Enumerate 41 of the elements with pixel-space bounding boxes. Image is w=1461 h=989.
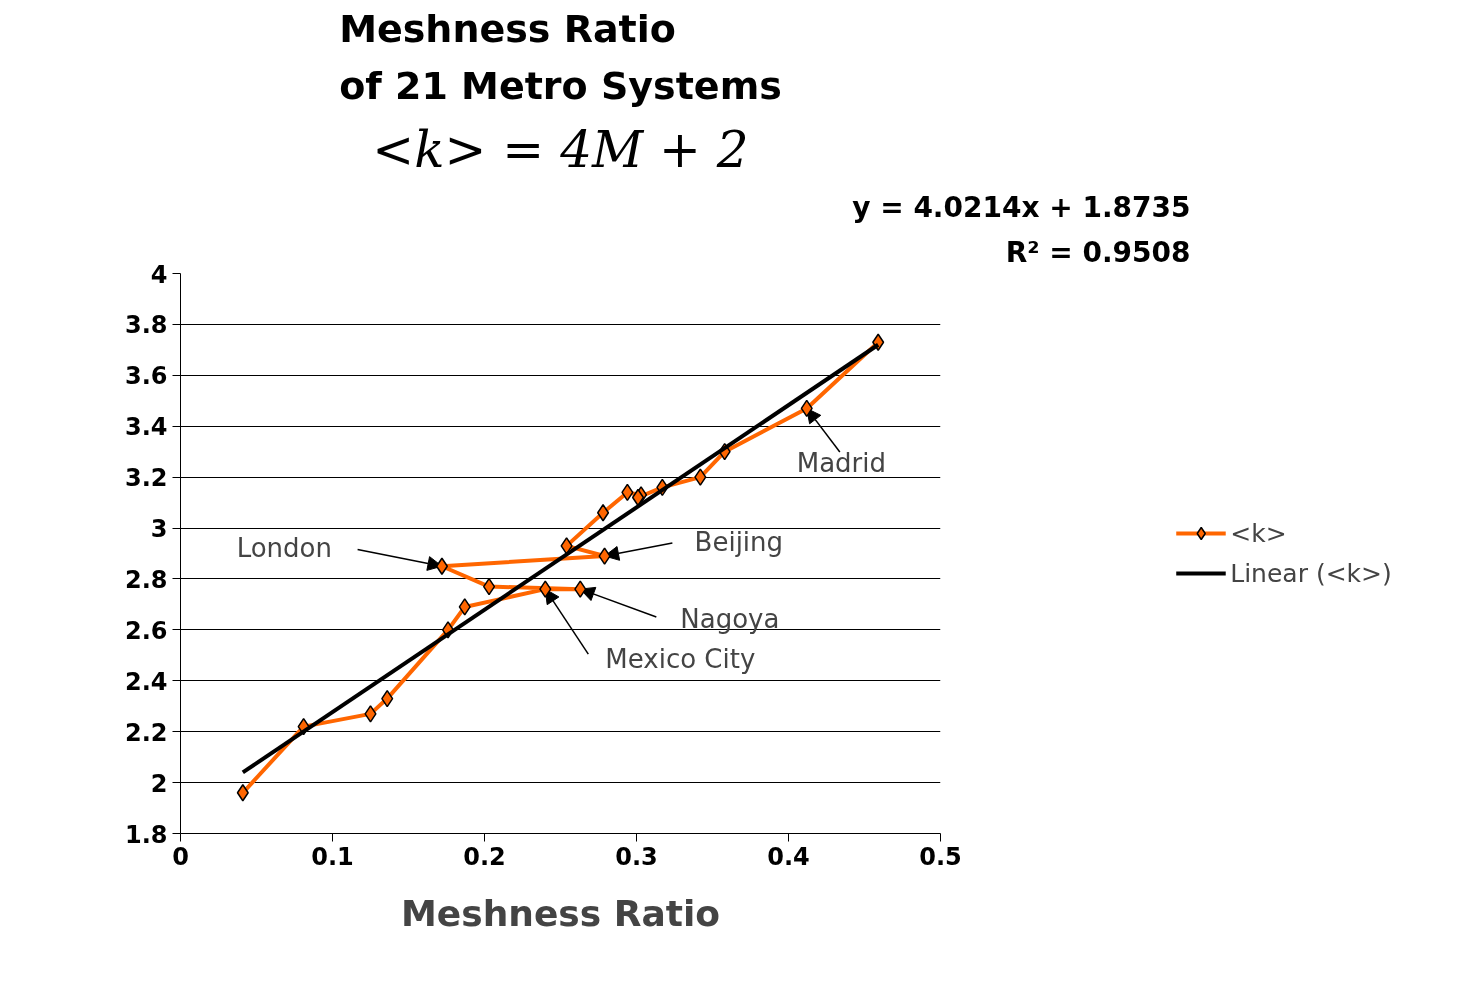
text: y = 4.0214x + 1.8735 (852, 190, 1191, 224)
point (694, 468, 707, 486)
y-tick-label: 2.2 (124, 718, 168, 747)
point (482, 577, 496, 596)
y-tick-label: 3.2 (124, 464, 168, 493)
annotation: Beijing (694, 527, 784, 558)
point (236, 784, 249, 802)
legend-label: Linear (<k>) (1230, 558, 1392, 588)
point (598, 547, 611, 565)
point (560, 537, 573, 555)
x-tick-label: 0.5 (919, 842, 962, 871)
x-tick-label: 0.4 (767, 842, 810, 871)
y-tick-label: 2.8 (124, 565, 168, 594)
point (458, 598, 471, 616)
annotation: Madrid (796, 448, 887, 479)
y-tick-label: 2.4 (124, 667, 168, 696)
y-tick-label: 3.6 (124, 362, 168, 391)
x-axis-title: Meshness Ratio (400, 892, 721, 934)
y-tick-label: 2.6 (124, 616, 168, 645)
point (539, 580, 552, 598)
annotation: Nagoya (680, 604, 780, 635)
y-tick-label: 3 (150, 515, 168, 544)
chart-subtitle: <k> = 4M + 2 (372, 120, 749, 179)
point (435, 557, 449, 575)
annotation: London (236, 533, 332, 564)
legend-label: <k> (1230, 518, 1287, 548)
point (364, 705, 377, 723)
y-tick-label: 1.8 (124, 820, 168, 849)
point (596, 504, 610, 522)
x-tick-label: 0.1 (311, 842, 354, 871)
y-tick-label: 4 (150, 260, 168, 289)
annotation: Mexico City (605, 644, 756, 675)
y-tick-label: 3.4 (124, 413, 168, 442)
text: R² = 0.9508 (1005, 235, 1191, 269)
y-tick-label: 3.8 (124, 311, 168, 340)
x-tick-label: 0.2 (463, 842, 506, 871)
x-tick-label: 0.3 (615, 842, 658, 871)
y-tick-label: 2 (150, 769, 168, 798)
x-tick-label: 0 (172, 842, 189, 871)
chart-title: Meshness Ratio of 21 Metro Systems (339, 7, 782, 109)
point (574, 580, 587, 598)
